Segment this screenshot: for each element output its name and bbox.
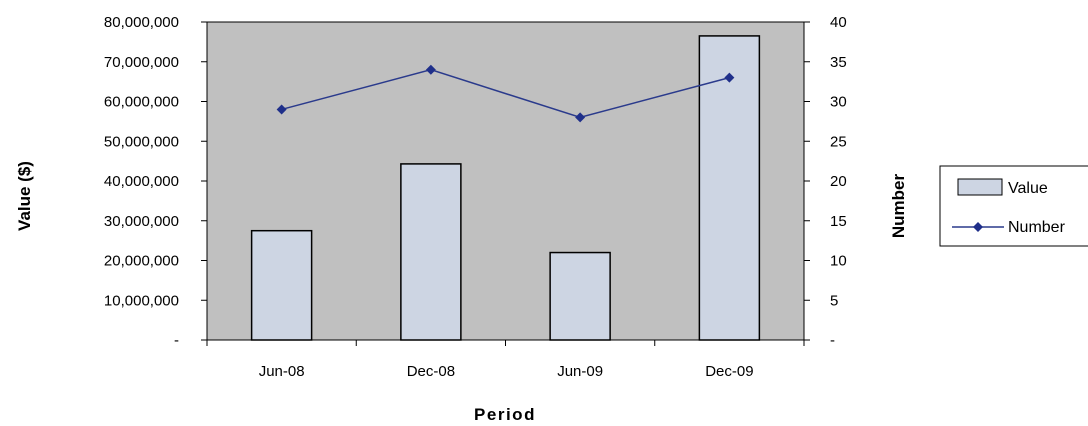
left-tick-label: - [174, 332, 179, 349]
left-tick-label: 40,000,000 [104, 173, 179, 190]
right-tick-label: 35 [830, 54, 847, 71]
line-series-group [276, 64, 735, 123]
number-marker-dec-08 [425, 64, 436, 75]
x-tick-label: Jun-09 [557, 363, 603, 380]
left-tick-label: 70,000,000 [104, 54, 179, 71]
y2-axis-title: Number [889, 174, 908, 239]
left-axis-ticks: - 10,000,000 20,000,000 30,000,000 40,000,00… [104, 14, 207, 349]
left-tick-label: 30,000,000 [104, 213, 179, 230]
x-tick-label: Jun-08 [259, 363, 305, 380]
left-tick-label: 80,000,000 [104, 14, 179, 31]
bar-series-group [250, 35, 761, 341]
right-tick-label: 40 [830, 14, 847, 31]
legend: Value Number [939, 165, 1088, 247]
legend-label-value: Value [1008, 180, 1048, 197]
right-tick-label: 10 [830, 253, 847, 270]
left-tick-label: 10,000,000 [104, 292, 179, 309]
y-axis-title: Value ($) [15, 161, 34, 231]
number-line [281, 68, 730, 119]
left-tick-label: 60,000,000 [104, 94, 179, 111]
x-tick-label: Dec-08 [407, 363, 455, 380]
right-tick-label: 15 [830, 213, 847, 230]
right-tick-label: 25 [830, 133, 847, 150]
x-tick-label: Dec-09 [705, 363, 753, 380]
bar-value-dec-08 [400, 163, 462, 341]
x-axis-title: Period [474, 405, 536, 424]
number-marker-jun-09 [575, 112, 586, 123]
bar-value-jun-08 [250, 229, 313, 341]
right-tick-label: 30 [830, 94, 847, 111]
number-marker-dec-09 [724, 72, 735, 83]
left-tick-label: 50,000,000 [104, 133, 179, 150]
bar-value-jun-09 [549, 251, 611, 341]
number-marker-jun-08 [276, 104, 287, 115]
legend-marker-number [973, 222, 983, 232]
right-tick-label: 20 [830, 173, 847, 190]
legend-swatch-value [957, 178, 1003, 196]
right-tick-label: 5 [830, 292, 838, 309]
left-tick-label: 20,000,000 [104, 253, 179, 270]
x-axis-ticks: Jun-08 Dec-08 Jun-09 Dec-09 [206, 340, 805, 380]
legend-label-number: Number [1008, 219, 1066, 236]
right-tick-label: - [830, 332, 835, 349]
right-axis-ticks: - 5 10 15 20 25 30 35 40 [804, 14, 847, 349]
